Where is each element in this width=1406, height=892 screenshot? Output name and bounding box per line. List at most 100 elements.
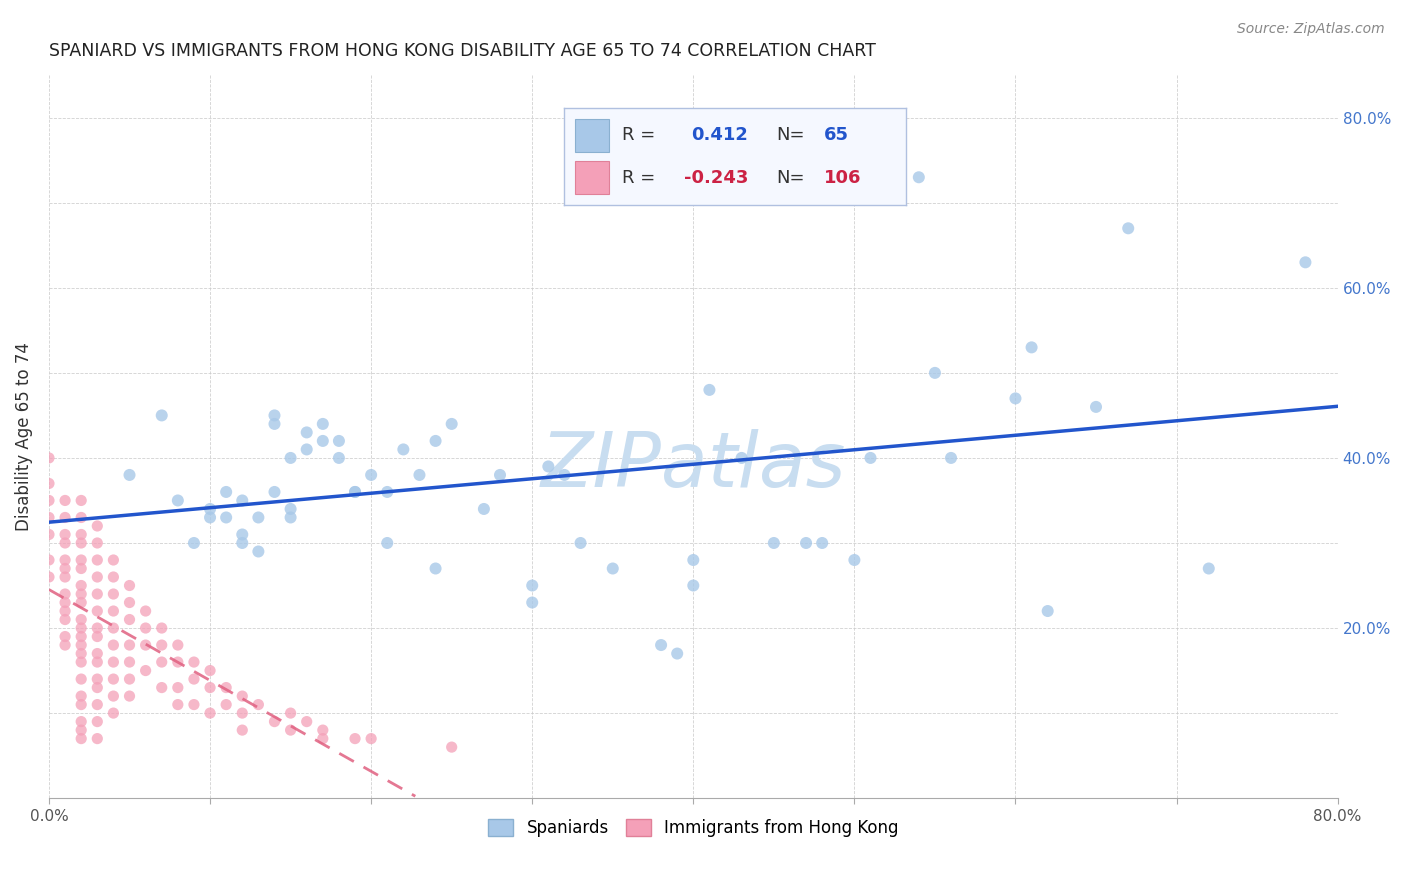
Point	[231, 706, 253, 720]
Point	[86, 536, 108, 550]
Point	[295, 425, 318, 440]
Point	[135, 604, 157, 618]
Point	[86, 698, 108, 712]
Point	[70, 510, 93, 524]
Point	[103, 570, 125, 584]
Point	[198, 681, 221, 695]
Point	[666, 647, 689, 661]
Point	[70, 536, 93, 550]
Point	[166, 681, 188, 695]
Point	[328, 434, 350, 448]
Point	[53, 595, 76, 609]
Point	[375, 485, 398, 500]
Point	[70, 527, 93, 541]
Point	[118, 655, 141, 669]
Point	[53, 638, 76, 652]
Point	[86, 519, 108, 533]
Point	[247, 698, 270, 712]
Text: SPANIARD VS IMMIGRANTS FROM HONG KONG DISABILITY AGE 65 TO 74 CORRELATION CHART: SPANIARD VS IMMIGRANTS FROM HONG KONG DI…	[49, 42, 876, 60]
Point	[118, 595, 141, 609]
Point	[489, 467, 512, 482]
Point	[699, 383, 721, 397]
Point	[295, 714, 318, 729]
Point	[392, 442, 415, 457]
Point	[53, 613, 76, 627]
Point	[1021, 340, 1043, 354]
Point	[537, 459, 560, 474]
Point	[70, 647, 93, 661]
Point	[103, 604, 125, 618]
Point	[360, 731, 382, 746]
Point	[280, 502, 302, 516]
Point	[70, 630, 93, 644]
Point	[150, 638, 173, 652]
Point	[70, 553, 93, 567]
Point	[231, 723, 253, 737]
Point	[103, 638, 125, 652]
Point	[1294, 255, 1316, 269]
Point	[53, 561, 76, 575]
Point	[103, 689, 125, 703]
Point	[198, 706, 221, 720]
Point	[1198, 561, 1220, 575]
Point	[86, 630, 108, 644]
Point	[103, 553, 125, 567]
Y-axis label: Disability Age 65 to 74: Disability Age 65 to 74	[15, 343, 32, 531]
Point	[70, 638, 93, 652]
Point	[924, 366, 946, 380]
Point	[53, 570, 76, 584]
Point	[70, 613, 93, 627]
Point	[682, 553, 704, 567]
Point	[183, 536, 205, 550]
Point	[70, 587, 93, 601]
Point	[86, 570, 108, 584]
Point	[86, 681, 108, 695]
Point	[360, 467, 382, 482]
Point	[440, 417, 463, 431]
Point	[86, 587, 108, 601]
Point	[118, 613, 141, 627]
Point	[312, 731, 335, 746]
Point	[1085, 400, 1108, 414]
Point	[425, 561, 447, 575]
Point	[118, 672, 141, 686]
Point	[794, 536, 817, 550]
Point	[328, 450, 350, 465]
Point	[150, 681, 173, 695]
Point	[53, 604, 76, 618]
Point	[263, 417, 285, 431]
Point	[183, 698, 205, 712]
Point	[86, 647, 108, 661]
Point	[38, 493, 60, 508]
Point	[38, 553, 60, 567]
Point	[53, 510, 76, 524]
Point	[53, 587, 76, 601]
Point	[103, 655, 125, 669]
Point	[522, 578, 544, 592]
Point	[86, 621, 108, 635]
Point	[103, 621, 125, 635]
Point	[344, 485, 367, 500]
Point	[70, 731, 93, 746]
Point	[183, 655, 205, 669]
Point	[38, 570, 60, 584]
Point	[440, 740, 463, 755]
Point	[70, 578, 93, 592]
Point	[70, 493, 93, 508]
Point	[86, 604, 108, 618]
Text: ZIPatlas: ZIPatlas	[541, 428, 846, 502]
Point	[70, 655, 93, 669]
Point	[522, 595, 544, 609]
Point	[231, 536, 253, 550]
Point	[86, 731, 108, 746]
Point	[247, 544, 270, 558]
Point	[86, 672, 108, 686]
Point	[472, 502, 495, 516]
Point	[876, 187, 898, 202]
Point	[344, 731, 367, 746]
Point	[38, 450, 60, 465]
Point	[103, 587, 125, 601]
Point	[70, 595, 93, 609]
Point	[280, 706, 302, 720]
Point	[103, 706, 125, 720]
